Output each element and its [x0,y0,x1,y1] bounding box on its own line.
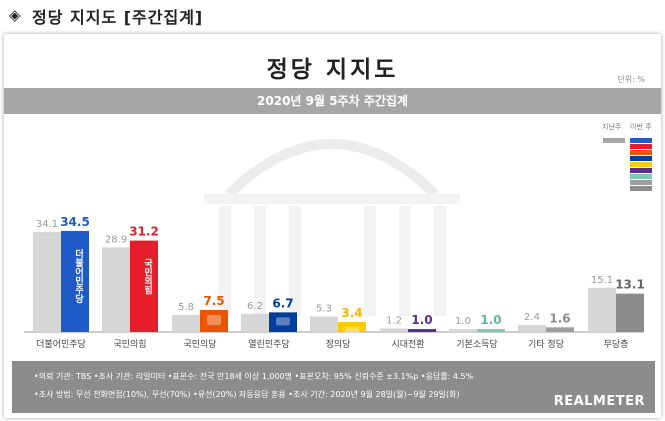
legend-swatch-2 [630,150,652,155]
footer-line-1: •의뢰 기관: TBS •조사 기관: 리얼미터 •표본수: 전국 만18세 이… [34,372,474,381]
bar-prev-5 [380,328,408,332]
category-label-8: 무당층 [604,339,629,350]
value-label-curr-8: 13.1 [615,278,645,292]
value-label-curr-5: 1.0 [411,313,432,327]
legend-swatch-0 [630,138,652,143]
category-label-4: 정의당 [326,339,351,350]
bar-curr-7 [546,327,574,332]
legend-swatch-4 [630,162,652,167]
value-label-curr-4: 3.4 [341,306,362,320]
bar-prev-1 [102,247,130,332]
value-label-curr-7: 1.6 [549,311,570,325]
category-label-0: 더불어민주당 [36,339,86,350]
bar-curr-8 [616,293,644,332]
value-label-curr-1: 31.2 [129,225,159,239]
bar-prev-4 [310,316,338,332]
bar-chart: 34.1 34.5 더불어민주당 28.931.2 국민의힘 5.8 7.5 국민의당 6.2 6… [24,215,645,350]
diamond-bullet-icon: ◈ [9,6,21,24]
category-label-2: 국민의당 [183,339,216,350]
legend-swatch-1 [630,144,652,149]
value-label-prev-7: 2.4 [524,312,540,323]
bar-curr-5 [408,329,436,332]
bar-curr-6 [477,329,505,332]
bar-prev-3 [241,313,269,332]
page-title: 정당 지지도 [주간집계] [32,8,204,27]
value-label-prev-5: 1.2 [386,315,402,326]
assembly-building-watermark [204,139,460,316]
legend-swatch-5 [630,168,652,173]
bar-prev-8 [588,287,616,332]
value-label-prev-3: 6.2 [247,301,263,312]
value-label-prev-1: 28.9 [105,234,127,245]
unit-label: 단위: % [617,75,645,84]
value-label-curr-0: 34.5 [60,215,90,229]
category-label-1: 국민의힘 [113,339,146,350]
party-mark-4 [345,327,359,336]
legend-curr-label: 이번 주 [630,123,652,131]
value-label-curr-2: 7.5 [203,294,224,308]
category-label-7: 기타 정당 [528,339,564,350]
chart-legend: 지난주 이번 주 [600,122,655,222]
party-mark-0: 더불어민주당 [73,248,83,304]
footer-line-2: •조사 방법: 무선 전화면접(10%), 무선(70%) •유선(20%) 자… [34,390,460,399]
legend-swatch-7 [630,180,652,185]
bar-prev-2 [172,315,200,332]
value-label-prev-2: 5.8 [178,302,194,313]
bar-curr-0 [61,230,89,332]
page-header: ◈ 정당 지지도 [주간집계] [0,0,665,32]
value-label-prev-0: 34.1 [36,219,58,230]
legend-swatch-6 [630,174,652,179]
party-mark-1: 국민의힘 [142,259,152,296]
chart-card: 정당 지지도 단위: % 2020년 9월 5주차 주간집계 지난주 이번 주 … [4,34,661,418]
chart-title: 정당 지지도 [266,57,399,83]
legend-swatch-3 [630,156,652,161]
bar-curr-3 [269,312,297,332]
bar-prev-0 [33,232,61,332]
bar-curr-1 [130,240,158,332]
category-label-5: 시대전환 [391,338,424,350]
category-label-6: 기본소득당 [456,339,497,350]
bar-prev-7 [518,324,546,332]
legend-prev-label: 지난주 [602,123,622,131]
value-label-prev-6: 1.0 [455,316,471,327]
value-label-curr-3: 6.7 [272,296,293,310]
bar-curr-2 [200,310,228,332]
realmeter-brand: REALMETER [553,394,645,409]
legend-swatch-8 [630,186,652,191]
value-label-curr-6: 1.0 [480,313,501,327]
value-label-prev-4: 5.3 [316,303,332,314]
party-mark-2 [207,315,221,325]
bar-curr-4 [338,322,366,332]
value-label-prev-8: 15.1 [591,275,613,286]
survey-info-footer: •의뢰 기관: TBS •조사 기관: 리얼미터 •표본수: 전국 만18세 이… [12,361,655,413]
category-label-3: 열린민주당 [248,339,289,350]
party-mark-3 [276,317,290,326]
bar-prev-6 [449,329,477,332]
legend-prev-swatch [603,138,625,143]
chart-subtitle: 2020년 9월 5주차 주간집계 [4,88,661,114]
